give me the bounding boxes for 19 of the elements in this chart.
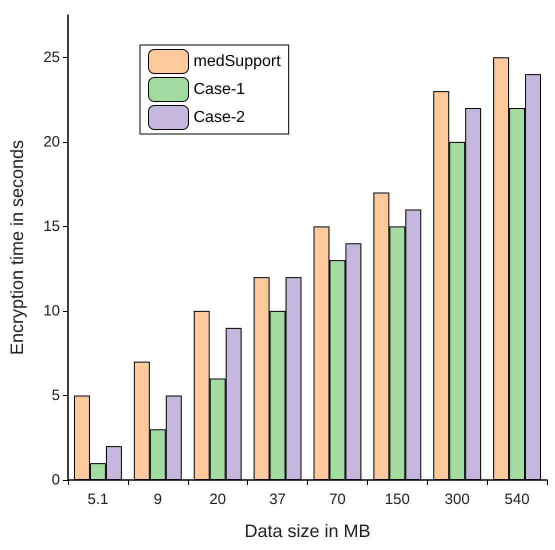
x-tick-label: 9 — [154, 491, 162, 508]
x-tick-label: 70 — [329, 491, 346, 508]
y-axis-title: Encryption time in seconds — [7, 140, 27, 356]
y-tick-label: 25 — [43, 48, 60, 66]
y-tick-label: 0 — [52, 472, 60, 488]
x-tick-label: 20 — [209, 491, 226, 508]
y-tick-label: 20 — [43, 133, 60, 150]
y-tick-label: 15 — [43, 218, 60, 235]
y-tick-label: 10 — [43, 302, 60, 320]
x-tick-label: 37 — [269, 491, 286, 508]
x-tick-label: 300 — [444, 491, 470, 508]
legend-label: Case-2 — [194, 109, 246, 126]
x-tick-label: 540 — [504, 491, 530, 508]
legend-label: Case-1 — [194, 81, 246, 98]
x-tick-label: 5.1 — [88, 491, 108, 508]
x-axis-title: Data size in MB — [244, 521, 371, 541]
y-tick-label: 5 — [52, 386, 60, 404]
x-tick-label: 150 — [384, 491, 410, 508]
legend-label: medSupport — [194, 53, 282, 70]
